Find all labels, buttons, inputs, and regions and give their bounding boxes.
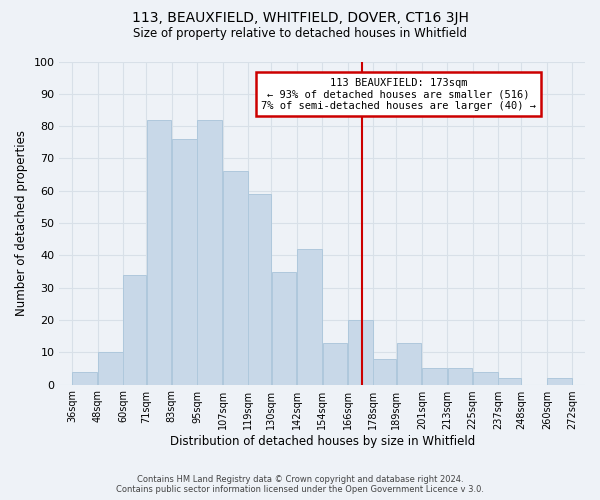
X-axis label: Distribution of detached houses by size in Whitfield: Distribution of detached houses by size … [170, 434, 475, 448]
Bar [297, 249, 322, 384]
Bar [348, 320, 373, 384]
Text: 113, BEAUXFIELD, WHITFIELD, DOVER, CT16 3JH: 113, BEAUXFIELD, WHITFIELD, DOVER, CT16 … [131, 11, 469, 25]
Y-axis label: Number of detached properties: Number of detached properties [15, 130, 28, 316]
Bar [172, 139, 197, 384]
Bar [473, 372, 498, 384]
Text: 113 BEAUXFIELD: 173sqm
← 93% of detached houses are smaller (516)
7% of semi-det: 113 BEAUXFIELD: 173sqm ← 93% of detached… [261, 78, 536, 111]
Bar [448, 368, 472, 384]
Bar [124, 274, 146, 384]
Bar [98, 352, 122, 384]
Text: Contains HM Land Registry data © Crown copyright and database right 2024.
Contai: Contains HM Land Registry data © Crown c… [116, 474, 484, 494]
Bar [323, 342, 347, 384]
Bar [272, 272, 296, 384]
Text: Size of property relative to detached houses in Whitfield: Size of property relative to detached ho… [133, 28, 467, 40]
Bar [248, 194, 271, 384]
Bar [197, 120, 222, 384]
Bar [397, 342, 421, 384]
Bar [373, 358, 396, 384]
Bar [223, 172, 248, 384]
Bar [547, 378, 572, 384]
Bar [73, 372, 97, 384]
Bar [146, 120, 172, 384]
Bar [499, 378, 521, 384]
Bar [422, 368, 447, 384]
